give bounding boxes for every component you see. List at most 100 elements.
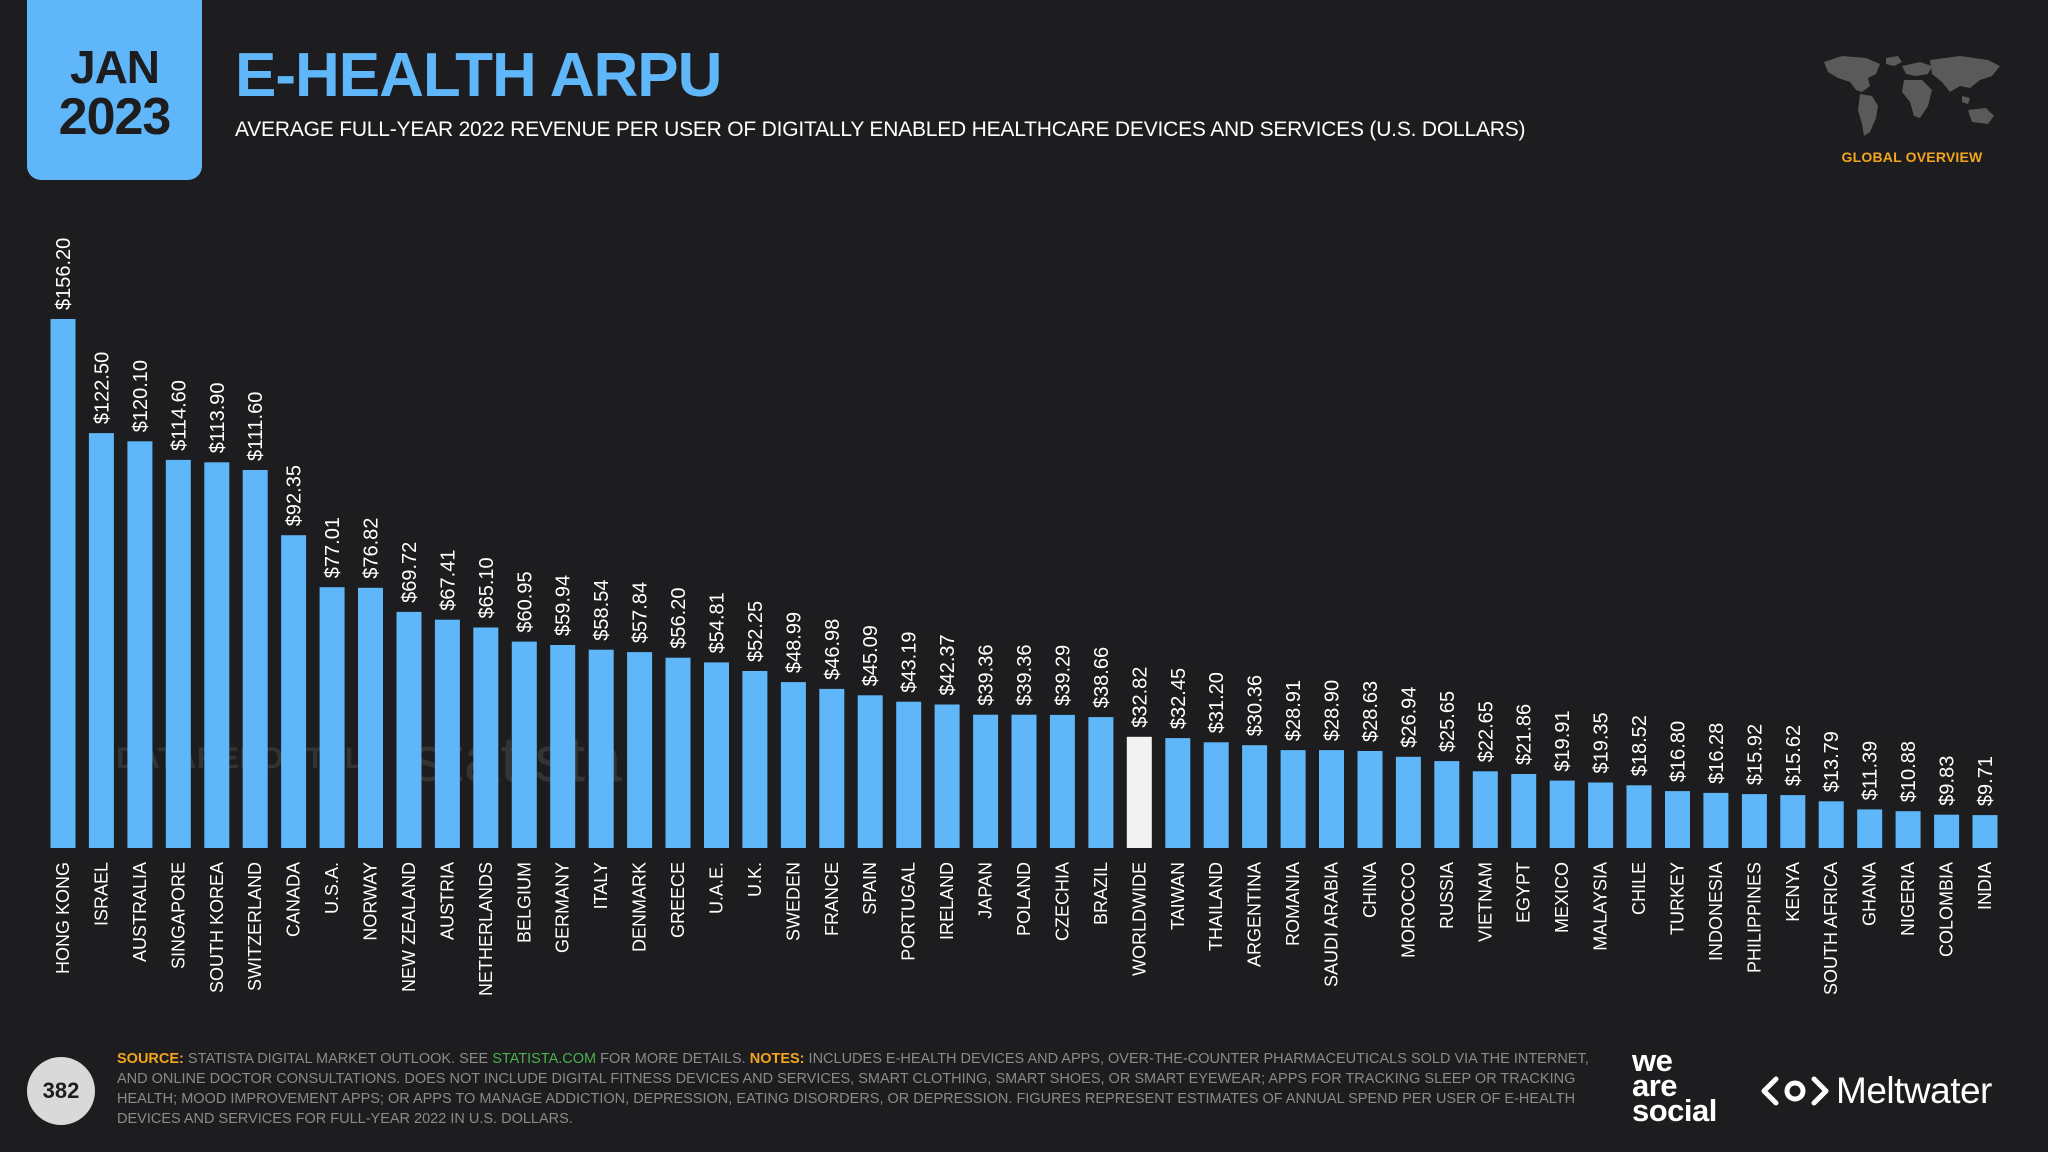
bar-hong-kong [50, 319, 76, 848]
value-label-czechia: $39.29 [1052, 645, 1074, 706]
category-label-nigeria: NIGERIA [1898, 862, 1918, 936]
category-label-belgium: BELGIUM [514, 862, 534, 943]
bar-spain [857, 695, 883, 848]
bar-malaysia [1588, 782, 1614, 848]
category-label-denmark: DENMARK [630, 862, 650, 952]
value-label-china: $28.63 [1360, 681, 1382, 742]
world-map-icon [1824, 56, 2000, 136]
bar-egypt [1511, 774, 1537, 848]
bar-australia [127, 441, 153, 848]
bar-netherlands [473, 627, 499, 848]
value-label-ghana: $11.39 [1860, 741, 1882, 801]
value-label-switzerland: $111.60 [245, 392, 267, 461]
bar-south-korea [204, 462, 230, 848]
value-label-canada: $92.35 [284, 465, 306, 526]
value-label-nigeria: $10.88 [1898, 741, 1920, 802]
source-label: SOURCE: [117, 1051, 184, 1067]
bar-sweden [780, 682, 806, 848]
category-label-japan: JAPAN [976, 862, 996, 919]
value-label-u-k: $52.25 [745, 601, 767, 662]
value-label-chile: $18.52 [1629, 715, 1651, 776]
category-label-brazil: BRAZIL [1091, 862, 1111, 925]
value-label-singapore: $114.60 [168, 380, 190, 451]
value-label-japan: $39.36 [976, 645, 998, 706]
value-label-taiwan: $32.45 [1168, 668, 1190, 729]
brand-meltwater: Meltwater [1836, 1070, 1992, 1111]
bar-portugal [896, 701, 922, 848]
bar-switzerland [242, 470, 268, 848]
value-label-norway: $76.82 [361, 518, 383, 579]
category-label-ghana: GHANA [1860, 862, 1880, 926]
category-label-kenya: KENYA [1783, 862, 1803, 922]
bar-vietnam [1472, 771, 1498, 848]
bar-saudi-arabia [1319, 750, 1344, 848]
source-text-2: FOR MORE DETAILS. [596, 1051, 750, 1067]
bar-thailand [1203, 742, 1229, 848]
bar-brazil [1088, 717, 1114, 848]
category-label-new-zealand: NEW ZEALAND [399, 862, 419, 992]
value-label-south-korea: $113.90 [207, 382, 229, 453]
bar-south-africa [1818, 801, 1844, 848]
category-label-saudi-arabia: SAUDI ARABIA [1322, 862, 1342, 987]
bar-worldwide [1126, 736, 1152, 848]
bar-china [1357, 751, 1383, 848]
category-label-thailand: THAILAND [1206, 862, 1226, 951]
bar-u-s-a [319, 587, 345, 848]
bar-u-a-e [704, 662, 729, 848]
bar-romania [1280, 750, 1306, 848]
page-number: 382 [27, 1057, 95, 1125]
bar-turkey [1665, 791, 1690, 848]
value-label-italy: $58.54 [591, 580, 613, 641]
category-label-taiwan: TAIWAN [1168, 862, 1188, 930]
value-label-germany: $59.94 [553, 575, 575, 636]
footnote: SOURCE: STATISTA DIGITAL MARKET OUTLOOK.… [117, 1049, 1597, 1129]
category-label-mexico: MEXICO [1552, 862, 1572, 933]
bar-philippines [1741, 794, 1767, 848]
value-label-u-s-a: $77.01 [322, 517, 344, 578]
bar-poland [1011, 714, 1037, 848]
value-label-morocco: $26.94 [1398, 687, 1420, 748]
category-label-u-a-e: U.A.E. [707, 862, 727, 914]
value-label-romania: $28.91 [1283, 680, 1305, 741]
source-link[interactable]: STATISTA.COM [492, 1051, 597, 1067]
value-label-turkey: $16.80 [1668, 721, 1690, 782]
bar-india [1972, 815, 1998, 848]
page-title: E-HEALTH ARPU [235, 41, 722, 110]
value-label-philippines: $15.92 [1744, 724, 1766, 785]
bar-italy [588, 649, 614, 848]
category-label-china: CHINA [1360, 862, 1380, 918]
value-label-argentina: $30.36 [1245, 675, 1267, 736]
bar-morocco [1395, 756, 1421, 848]
category-label-turkey: TURKEY [1668, 862, 1688, 935]
value-label-russia: $25.65 [1437, 691, 1459, 752]
bar-chart: $156.20 HONG KONG $122.50 ISRAEL $120.10 AUST… [50, 238, 1998, 996]
value-label-greece: $56.20 [668, 588, 690, 649]
value-label-kenya: $15.62 [1783, 725, 1805, 786]
value-label-france: $46.98 [822, 619, 844, 680]
notes-label: NOTES: [749, 1051, 805, 1067]
value-label-egypt: $21.86 [1514, 704, 1536, 765]
bar-belgium [511, 641, 537, 848]
notes-text: INCLUDES E-HEALTH DEVICES AND APPS, OVER… [117, 1051, 1589, 1127]
bar-mexico [1549, 780, 1575, 848]
value-label-saudi-arabia: $28.90 [1322, 680, 1344, 741]
we-are-social-logo: we are social [1632, 1045, 1717, 1126]
category-label-singapore: SINGAPORE [168, 862, 188, 969]
section-label: GLOBAL OVERVIEW [1841, 149, 1983, 165]
value-label-portugal: $43.19 [899, 632, 921, 693]
value-label-hong-kong: $156.20 [53, 238, 75, 310]
category-label-argentina: ARGENTINA [1245, 862, 1265, 967]
category-label-france: FRANCE [822, 862, 842, 936]
value-label-denmark: $57.84 [630, 582, 652, 643]
category-label-philippines: PHILIPPINES [1744, 862, 1764, 973]
value-label-indonesia: $16.28 [1706, 723, 1728, 784]
value-label-sweden: $48.99 [783, 612, 805, 673]
date-badge: JAN 2023 [27, 0, 202, 180]
category-label-israel: ISRAEL [91, 862, 111, 926]
category-label-south-korea: SOUTH KOREA [207, 862, 227, 993]
value-label-u-a-e: $54.81 [707, 592, 729, 653]
category-label-poland: POLAND [1014, 862, 1034, 936]
value-label-malaysia: $19.35 [1591, 712, 1613, 773]
category-label-norway: NORWAY [361, 862, 381, 941]
bar-greece [665, 657, 691, 848]
